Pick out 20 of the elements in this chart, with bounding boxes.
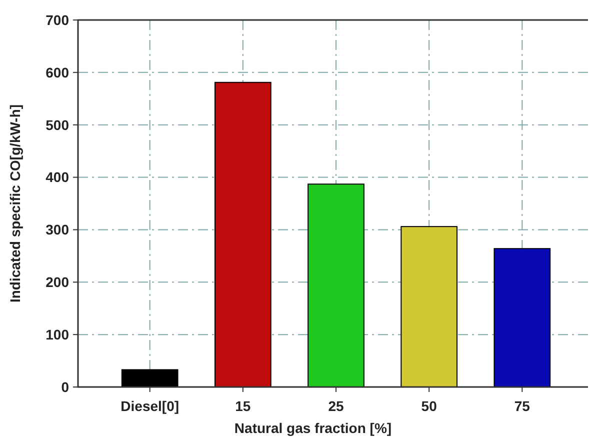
y-tick-label: 600: [46, 64, 70, 80]
y-axis-title: Indicated specific CO[g/kW-h]: [7, 104, 23, 303]
y-tick-label: 200: [46, 274, 70, 290]
bar: [121, 369, 178, 388]
bar: [214, 82, 272, 388]
x-tick-label: 25: [328, 398, 344, 414]
y-tick-label: 0: [61, 378, 70, 395]
y-tick-label: 300: [46, 222, 70, 238]
x-axis-title: Natural gas fraction [%]: [234, 420, 392, 436]
y-tick-label: 500: [46, 116, 70, 133]
bar: [400, 226, 458, 388]
bar: [494, 248, 551, 388]
x-tick-label: 50: [421, 398, 438, 414]
x-tick-label: Diesel[0]: [120, 398, 180, 414]
y-tick-label: 100: [46, 326, 70, 342]
bar: [308, 184, 364, 388]
y-tick-label: 700: [46, 12, 70, 28]
x-tick-label: 75: [514, 398, 530, 414]
y-tick-label: 400: [46, 169, 70, 186]
x-tick-label: 15: [235, 398, 251, 414]
